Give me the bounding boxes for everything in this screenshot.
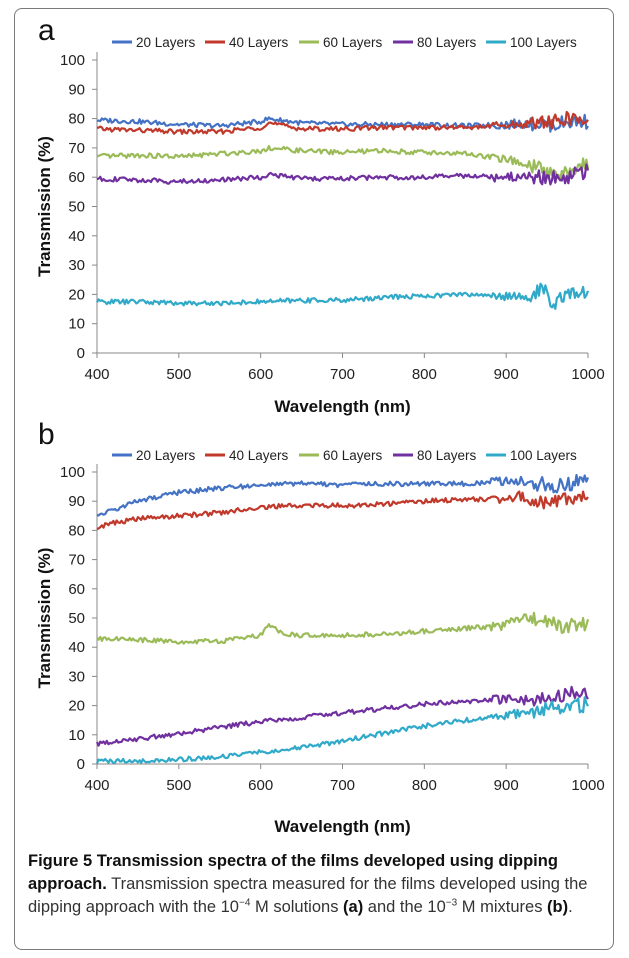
x-tick-label: 400: [84, 777, 109, 794]
caption-tag-b: (b): [547, 898, 569, 916]
y-tick-label: 90: [68, 81, 85, 98]
x-tick-label: 700: [330, 777, 355, 794]
x-tick-label: 500: [166, 366, 191, 383]
series-line-80-layers: [95, 685, 589, 747]
y-tick-label: 100: [60, 464, 85, 481]
legend-label: 100 Layers: [510, 35, 577, 50]
legend-label: 60 Layers: [323, 448, 383, 463]
chart-panel-b: 0 10 20 30 40 50 60 70 80 90 100 400 500 600 700 800 900…: [35, 448, 605, 836]
x-axis-label: Wavelength (nm): [274, 817, 410, 836]
series-line-20-layers: [96, 473, 590, 517]
legend-label: 60 Layers: [323, 35, 383, 50]
y-tick-label: 60: [68, 581, 85, 598]
y-tick-label: 70: [68, 552, 85, 569]
series-line-80-layers: [96, 163, 590, 186]
x-tick-label: 400: [84, 366, 109, 383]
x-tick-label: 900: [494, 777, 519, 794]
legend-label: 80 Layers: [417, 35, 477, 50]
figure-frame: [14, 8, 614, 950]
y-tick-label: 40: [68, 639, 85, 656]
legend-label: 100 Layers: [510, 448, 577, 463]
caption-body-5: .: [568, 898, 573, 916]
y-tick-label: 50: [68, 610, 85, 627]
y-axis-label: Transmission (%): [35, 548, 54, 689]
caption-body-1: Transmission spectra measured for the fi…: [28, 875, 588, 916]
legend-label: 40 Layers: [229, 35, 289, 50]
y-tick-label: 20: [68, 286, 85, 303]
legend-label: 20 Layers: [136, 448, 196, 463]
x-tick-label: 1000: [571, 777, 604, 794]
caption-body-2: M solutions: [250, 898, 344, 916]
x-tick-label: 700: [330, 366, 355, 383]
caption-body-4: M mixtures: [457, 898, 548, 916]
caption-exponent-1: −4: [239, 897, 251, 909]
y-tick-label: 0: [77, 756, 85, 773]
x-tick-label: 900: [494, 366, 519, 383]
y-tick-label: 10: [68, 316, 85, 333]
panel-label-b: b: [38, 418, 55, 451]
series-line-40-layers: [96, 490, 589, 530]
legend-label: 20 Layers: [136, 35, 196, 50]
chart-panel-a: 0 10 20 30 40 50 60 70 80 90 100 400 500 600 700 800 900…: [35, 35, 605, 416]
series-line-60-layers: [96, 144, 590, 182]
x-tick-label: 500: [166, 777, 191, 794]
series-line-100-layers: [96, 282, 590, 310]
y-tick-label: 30: [68, 668, 85, 685]
y-tick-label: 20: [68, 698, 85, 715]
caption-heading: Figure 5 Transmission spectra of the fil…: [28, 852, 558, 893]
y-tick-label: 0: [77, 345, 85, 362]
x-tick-label: 1000: [571, 366, 604, 383]
series-line-100-layers: [95, 696, 589, 765]
caption-body-3: and the 10: [363, 898, 446, 916]
y-tick-label: 30: [68, 257, 85, 274]
y-tick-label: 60: [68, 169, 85, 186]
x-tick-label: 600: [248, 366, 273, 383]
x-tick-label: 600: [248, 777, 273, 794]
series-line-60-layers: [96, 611, 590, 645]
legend-label: 80 Layers: [417, 448, 477, 463]
caption-exponent-2: −3: [445, 897, 458, 909]
y-tick-label: 10: [68, 727, 85, 744]
y-tick-label: 70: [68, 140, 85, 157]
x-tick-label: 800: [412, 366, 437, 383]
caption-tag-a: (a): [343, 898, 364, 916]
y-tick-label: 80: [68, 522, 85, 539]
y-tick-label: 80: [68, 111, 85, 128]
y-axis-label: Transmission (%): [35, 136, 54, 277]
series-line-40-layers: [96, 110, 589, 135]
y-tick-label: 50: [68, 199, 85, 216]
x-tick-label: 800: [412, 777, 437, 794]
panel-label-a: a: [38, 14, 55, 47]
y-tick-label: 100: [60, 52, 85, 69]
x-axis-label: Wavelength (nm): [274, 397, 410, 416]
figure-caption: Figure 5 Transmission spectra of the fil…: [28, 850, 598, 919]
y-tick-label: 90: [68, 493, 85, 510]
series-line-20-layers: [96, 113, 589, 133]
y-tick-label: 40: [68, 228, 85, 245]
legend-label: 40 Layers: [229, 448, 289, 463]
